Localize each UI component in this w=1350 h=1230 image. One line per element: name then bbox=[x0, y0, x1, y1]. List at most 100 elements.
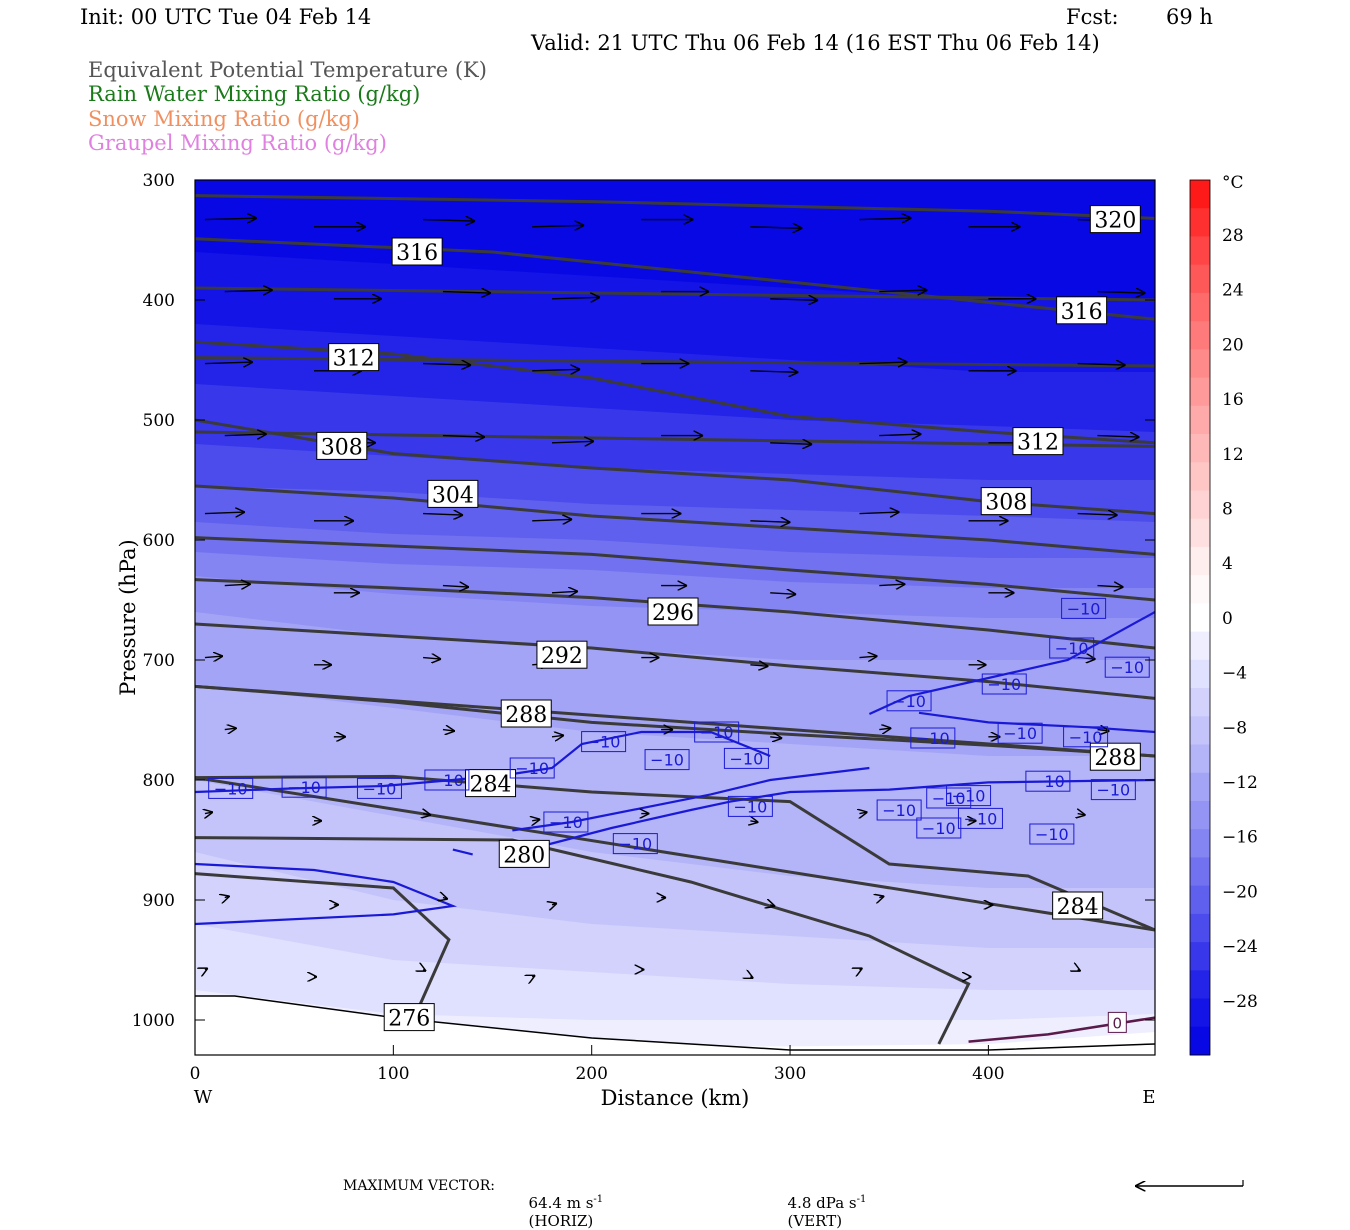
y-axis-title: Pressure (hPa) bbox=[116, 539, 140, 695]
wind-vector bbox=[1097, 436, 1139, 438]
init-time: Init: 00 UTC Tue 04 Feb 14 bbox=[80, 5, 372, 29]
theta-e-label-text: 284 bbox=[470, 773, 512, 798]
wind-vector bbox=[770, 299, 818, 301]
wind-vector bbox=[859, 218, 911, 220]
temp-label-text: −10 bbox=[892, 692, 926, 711]
colorbar-bin bbox=[1190, 998, 1210, 1028]
temp-label-text: −10 bbox=[1035, 825, 1069, 844]
temp-label-box bbox=[281, 776, 327, 798]
theta-e-label-box bbox=[1052, 891, 1104, 920]
wind-vector bbox=[859, 362, 907, 364]
temp-label: −10 bbox=[727, 795, 773, 817]
temp-label-box bbox=[886, 690, 932, 712]
temp-label-text: −10 bbox=[733, 797, 767, 816]
temp-label: −10 bbox=[1061, 597, 1107, 619]
temp-contour-line bbox=[868, 611, 1155, 716]
ground-area bbox=[195, 996, 1155, 1055]
wind-vector bbox=[750, 227, 802, 229]
legend-rain: Rain Water Mixing Ratio (g/kg) bbox=[88, 82, 421, 106]
temp-label: −10 bbox=[910, 727, 956, 749]
wind-vector bbox=[532, 519, 572, 521]
temp-label-text: −10 bbox=[882, 801, 916, 820]
colorbar-tick-label: 20 bbox=[1222, 335, 1244, 355]
axes: 300 400 500 600 700 800 900 1000 0 100 200 300 400 W E… bbox=[116, 171, 1156, 1110]
theta-e-line bbox=[195, 684, 1155, 758]
theta-e-label-text: 304 bbox=[432, 483, 474, 508]
wind-vector bbox=[205, 812, 213, 814]
theta-e-label-box bbox=[427, 479, 479, 508]
theta-e-line bbox=[195, 776, 1155, 932]
theta-e-label-box bbox=[647, 597, 699, 626]
temp-label-text: −10 bbox=[1003, 724, 1037, 743]
temp-label-box bbox=[1049, 637, 1095, 659]
theta-e-label: 284 bbox=[465, 769, 517, 798]
theta-e-label-box bbox=[465, 769, 517, 798]
x-tick-label: 400 bbox=[972, 1064, 1004, 1084]
theta-e-label: 304 bbox=[427, 479, 479, 508]
wind-vector bbox=[750, 665, 768, 667]
theta-e-label-text: 308 bbox=[985, 491, 1027, 516]
zero-label-text: 0 bbox=[1113, 1014, 1123, 1032]
colorbar-bin bbox=[1190, 800, 1210, 830]
temp-label-text: −10 bbox=[650, 751, 684, 770]
colorbar-bin bbox=[1190, 377, 1210, 407]
plot-frame bbox=[194, 179, 1156, 1056]
temp-label-text: −10 bbox=[700, 723, 734, 742]
temp-label-text: −10 bbox=[587, 733, 621, 752]
temp-label: −10 bbox=[1104, 656, 1150, 678]
colorbar-tick-label: 24 bbox=[1222, 281, 1244, 301]
theta-e-label-box bbox=[1089, 205, 1141, 234]
wind-vector bbox=[1078, 970, 1081, 972]
temp-label-text: −10 bbox=[430, 771, 464, 790]
theta-e-label-text: 320 bbox=[1094, 209, 1136, 234]
y-tick-label: 400 bbox=[143, 291, 175, 311]
colorbar-tick-label: −20 bbox=[1222, 882, 1258, 902]
temp-label: −10 bbox=[644, 749, 690, 771]
colorbar-tick-label: 8 bbox=[1222, 500, 1233, 520]
theta-e-label: 312 bbox=[1012, 427, 1064, 456]
zero-label-box bbox=[1107, 1011, 1127, 1033]
theta-e-line bbox=[195, 622, 1155, 700]
colorbar-frame bbox=[1189, 179, 1211, 1056]
colorbar-bin bbox=[1190, 292, 1210, 322]
temp-contour-line bbox=[195, 730, 771, 794]
colorbar-unit: °C bbox=[1222, 173, 1244, 193]
max-vector-horiz: 64.4 m s-1 (HORIZ) bbox=[519, 1176, 604, 1230]
wind-vector bbox=[224, 290, 273, 292]
wind-vector bbox=[423, 970, 426, 972]
colorbar-bin bbox=[1190, 264, 1210, 294]
wind-vector bbox=[204, 656, 223, 658]
temp-contour-line bbox=[195, 862, 458, 926]
temperature-contours bbox=[195, 611, 1155, 1043]
wind-vector bbox=[750, 371, 798, 373]
colorbar-bin bbox=[1190, 970, 1210, 1000]
temp-contour-line bbox=[452, 848, 473, 856]
colorbar-tick-label: −12 bbox=[1222, 773, 1258, 793]
theta-e-label-text: 276 bbox=[388, 1007, 430, 1032]
temp-label-text: −10 bbox=[922, 819, 956, 838]
temp-label-box bbox=[727, 795, 773, 817]
theta-e-line bbox=[195, 536, 1155, 602]
colorbar-tick-label: 12 bbox=[1222, 445, 1244, 465]
colorbar-bin bbox=[1190, 772, 1210, 802]
temp-label: −10 bbox=[886, 690, 932, 712]
temp-label-text: −10 bbox=[618, 835, 652, 854]
theta-e-label-box bbox=[536, 640, 588, 669]
temp-label: −10 bbox=[509, 757, 555, 779]
y-tick-label: 500 bbox=[143, 411, 175, 431]
wind-vector bbox=[225, 896, 230, 898]
vert-unit: (VERT) bbox=[787, 1212, 843, 1230]
wind-vector bbox=[1077, 514, 1118, 516]
wind-vector bbox=[442, 730, 455, 732]
wind-vector bbox=[750, 977, 753, 979]
wind-vector bbox=[204, 512, 245, 514]
wind-vector bbox=[423, 220, 475, 222]
theta-e-label-box bbox=[980, 487, 1032, 516]
temp-label-box bbox=[612, 833, 658, 855]
temp-label-box bbox=[208, 777, 254, 799]
theta-e-label: 312 bbox=[328, 343, 380, 372]
x-tick-label: 100 bbox=[377, 1064, 409, 1084]
temp-label-text: −10 bbox=[916, 729, 950, 748]
temp-label-box bbox=[694, 721, 740, 743]
theta-e-label-box bbox=[500, 699, 552, 728]
